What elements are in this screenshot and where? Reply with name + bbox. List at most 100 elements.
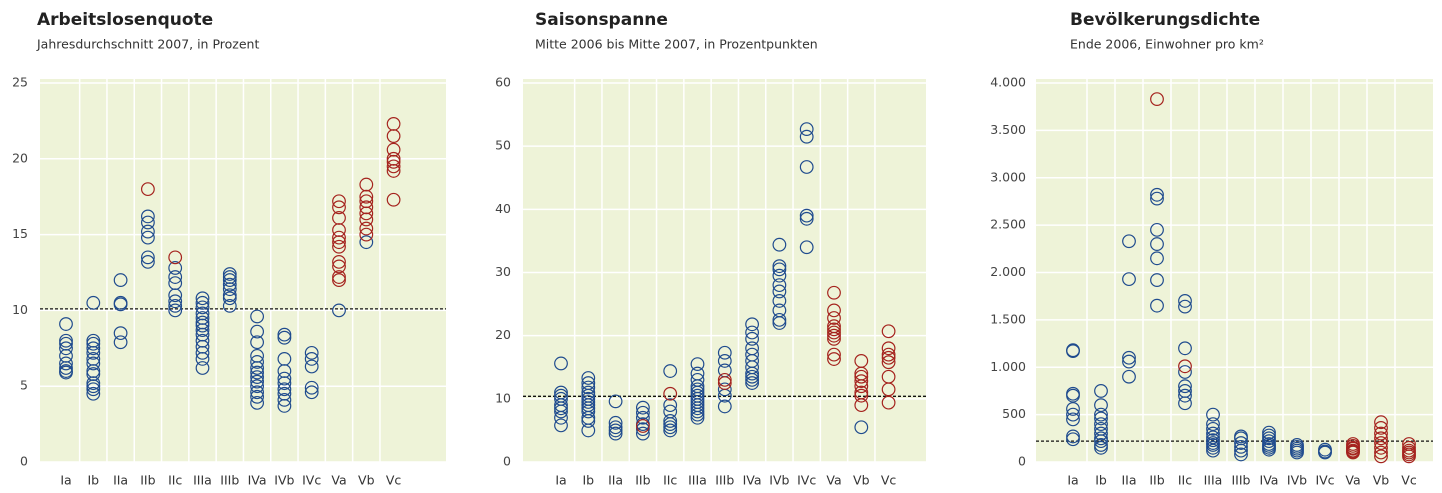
data-point xyxy=(1178,341,1192,356)
data-point xyxy=(140,182,155,197)
data-point xyxy=(168,261,183,275)
y-tick-label: 20 xyxy=(12,150,28,165)
data-point xyxy=(1094,407,1108,422)
data-point xyxy=(1206,433,1220,448)
data-point xyxy=(59,361,73,375)
data-point xyxy=(745,372,759,387)
x-tick-label: IVa xyxy=(1260,473,1279,488)
data-point xyxy=(113,297,128,312)
data-point xyxy=(1094,426,1108,441)
data-point xyxy=(86,382,101,397)
data-point xyxy=(1206,426,1220,441)
data-point xyxy=(827,352,841,366)
data-point xyxy=(636,405,650,420)
data-point xyxy=(86,386,101,401)
data-point xyxy=(304,352,319,366)
data-point xyxy=(222,273,237,287)
data-point xyxy=(168,294,183,309)
data-point xyxy=(554,401,568,416)
data-point xyxy=(581,414,596,428)
data-point xyxy=(332,200,346,215)
data-point xyxy=(1178,359,1192,374)
data-point xyxy=(581,380,596,395)
data-point xyxy=(59,341,73,356)
data-point xyxy=(799,211,814,226)
x-tick-label: IVb xyxy=(274,473,294,488)
x-tick-label: Ib xyxy=(1095,473,1107,488)
data-point xyxy=(113,273,128,287)
data-point xyxy=(799,160,814,174)
data-point xyxy=(332,235,346,250)
y-tick-label: 500 xyxy=(1002,406,1026,421)
data-point xyxy=(690,407,705,422)
data-point xyxy=(1094,398,1108,413)
data-point xyxy=(772,316,787,330)
data-point xyxy=(854,398,869,413)
data-point xyxy=(1206,421,1220,436)
data-point xyxy=(1066,429,1080,444)
data-point xyxy=(86,376,101,391)
data-point xyxy=(636,422,650,437)
x-tick-label: Ib xyxy=(87,473,99,488)
data-point xyxy=(554,404,568,419)
data-point xyxy=(1094,438,1108,452)
data-point xyxy=(1374,436,1388,450)
data-point xyxy=(359,221,374,236)
y-tick-label: 0 xyxy=(1018,454,1026,469)
data-point xyxy=(881,350,896,365)
data-point xyxy=(690,401,705,416)
data-point xyxy=(1066,412,1080,427)
chart-subtitle: Jahresdurchschnitt 2007, in Prozent xyxy=(36,37,259,52)
data-point xyxy=(359,235,374,250)
chart-subtitle: Mitte 2006 bis Mitte 2007, in Prozentpun… xyxy=(535,37,818,52)
data-point xyxy=(59,356,73,371)
data-point xyxy=(799,208,814,223)
data-point xyxy=(1234,439,1248,454)
data-point xyxy=(222,267,237,281)
data-point xyxy=(332,239,346,254)
data-point xyxy=(772,268,787,283)
data-point xyxy=(608,426,623,441)
y-tick-label: 0 xyxy=(20,454,28,469)
data-point xyxy=(1094,431,1108,446)
data-point xyxy=(745,331,759,346)
data-point xyxy=(277,371,292,386)
data-point xyxy=(799,122,814,137)
y-tick-label: 15 xyxy=(12,226,28,241)
data-point xyxy=(854,388,869,403)
data-point xyxy=(1066,432,1080,447)
data-point xyxy=(690,404,705,419)
data-point xyxy=(222,282,237,297)
data-point xyxy=(717,399,732,414)
data-point xyxy=(881,324,896,339)
data-point xyxy=(745,325,759,340)
data-point xyxy=(581,395,596,409)
x-tick-label: IIc xyxy=(168,473,182,488)
data-point xyxy=(113,326,128,341)
data-point xyxy=(304,345,319,360)
y-tick-label: 10 xyxy=(12,302,28,317)
data-point xyxy=(799,240,814,255)
x-tick-label: IIIa xyxy=(1204,473,1223,488)
data-point xyxy=(250,355,265,369)
data-point xyxy=(1150,237,1164,251)
data-point xyxy=(827,303,841,318)
data-point xyxy=(222,291,237,306)
y-tick-label: 50 xyxy=(495,138,511,153)
data-point xyxy=(332,270,346,284)
data-point xyxy=(1374,445,1388,460)
plot-background xyxy=(1036,79,1433,462)
y-tick-label: 1.000 xyxy=(990,359,1026,374)
data-point xyxy=(86,341,101,356)
data-point xyxy=(222,288,237,303)
data-point xyxy=(1178,396,1192,411)
data-point xyxy=(1290,445,1304,460)
data-point xyxy=(1150,222,1164,237)
y-tick-label: 30 xyxy=(495,264,511,279)
data-point xyxy=(881,347,896,362)
data-point xyxy=(332,259,346,274)
data-point xyxy=(1066,344,1080,359)
x-tick-label: IIa xyxy=(1121,473,1136,488)
data-point xyxy=(1234,443,1248,458)
data-point xyxy=(745,317,759,332)
